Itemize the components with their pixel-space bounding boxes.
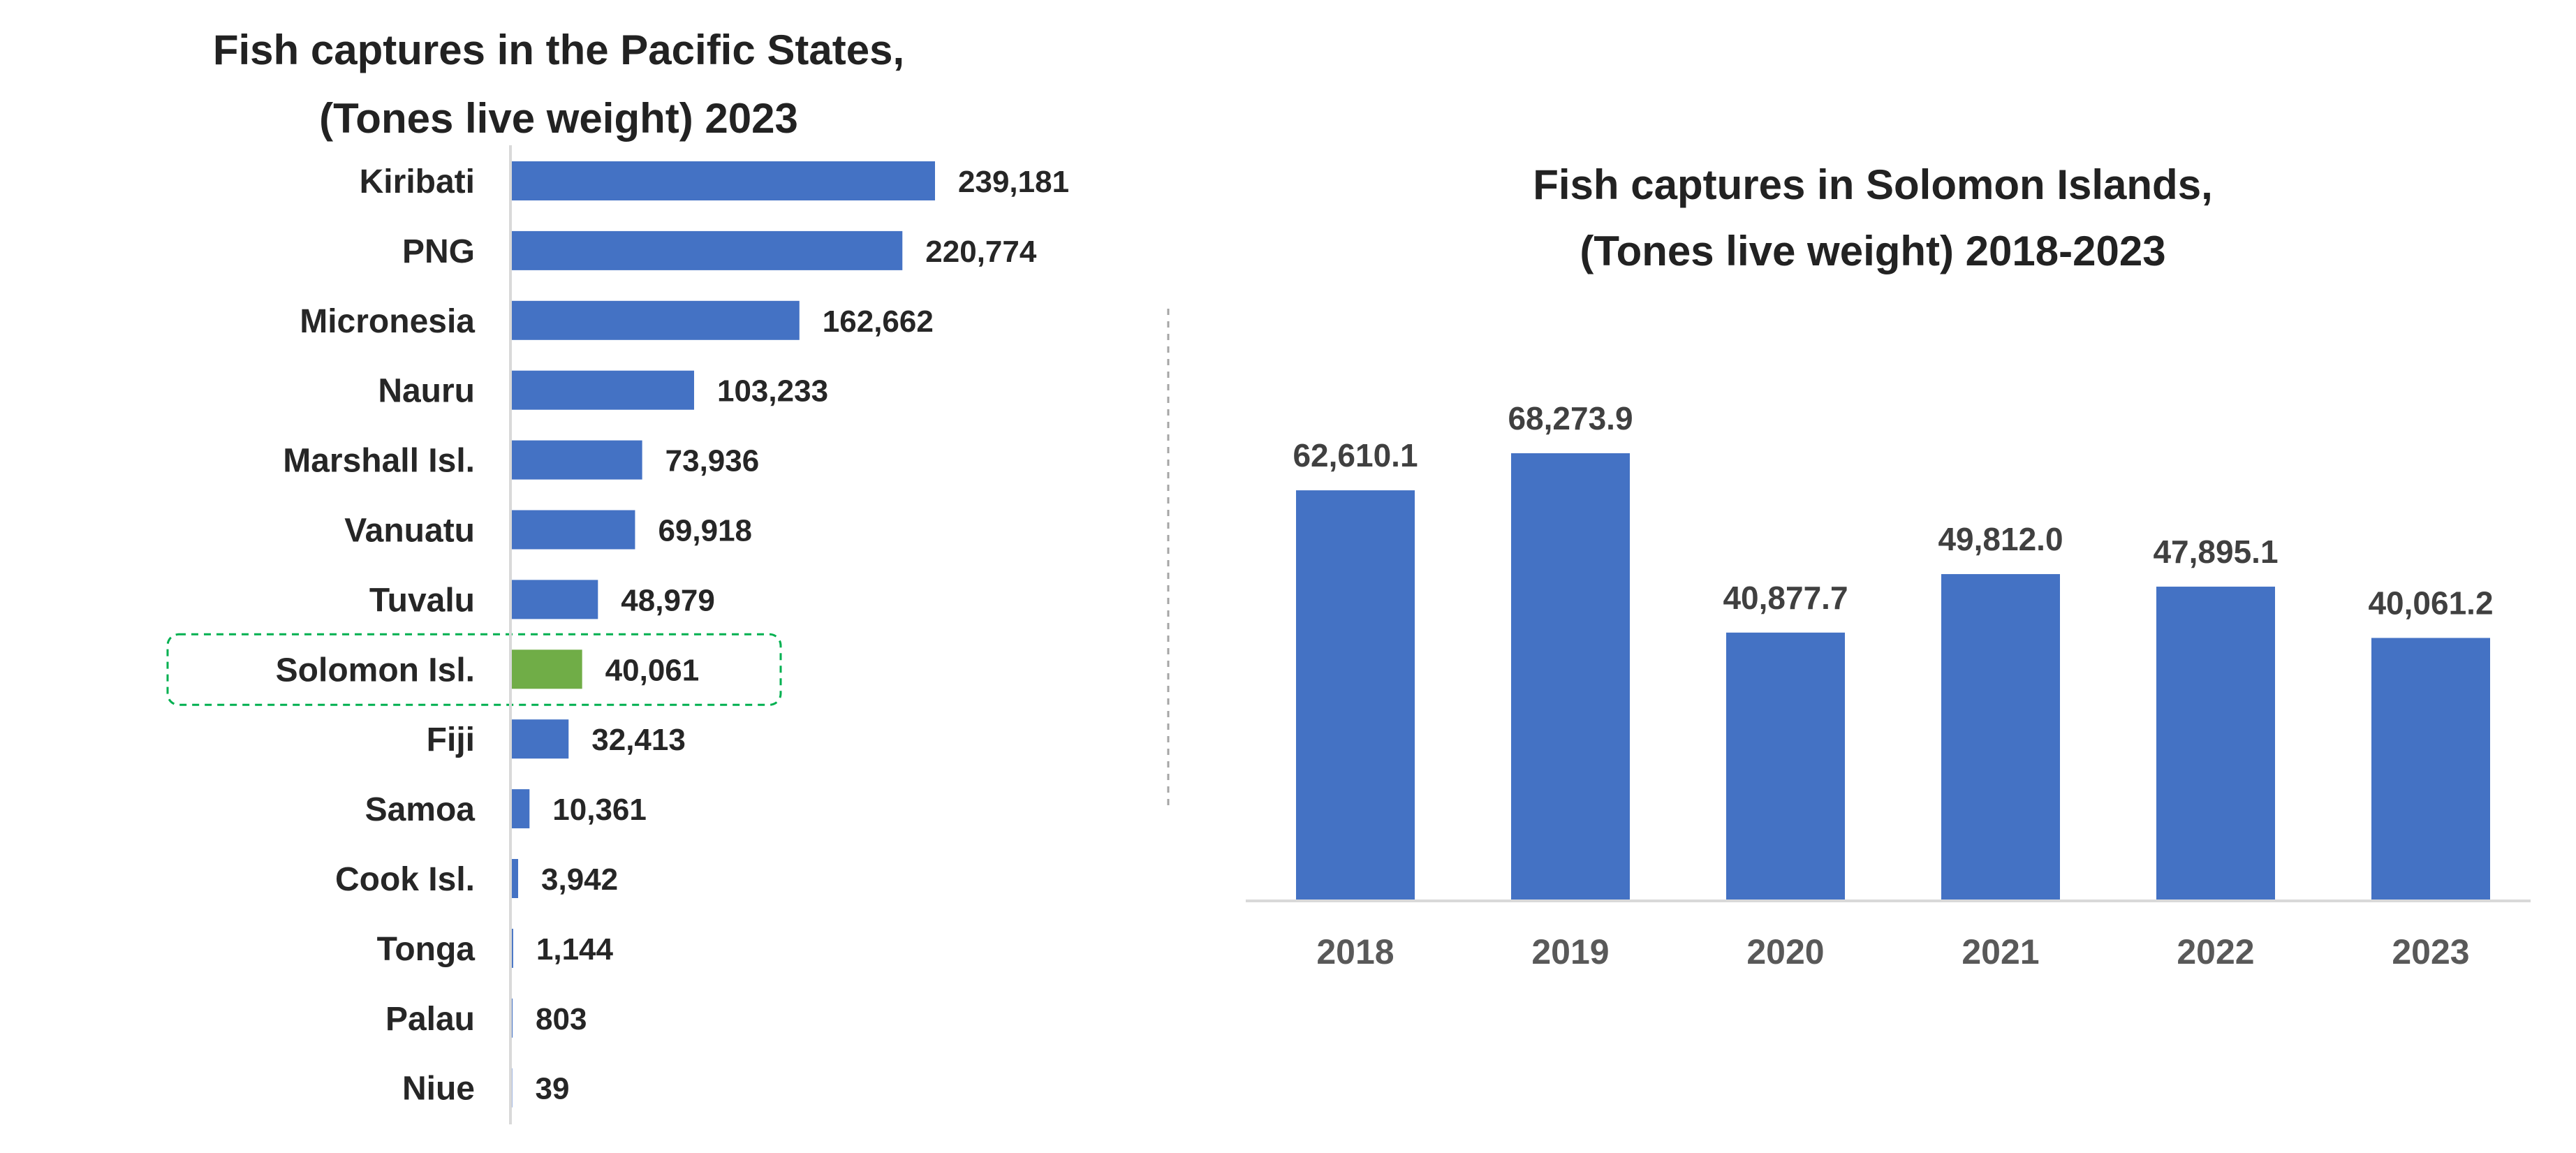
data-label: 162,662 bbox=[823, 304, 934, 339]
left-chart-title: Fish captures in the Pacific States, bbox=[213, 27, 904, 73]
bar bbox=[1726, 632, 1845, 900]
category-label: Marshall Isl. bbox=[283, 443, 475, 480]
bar bbox=[2156, 587, 2275, 900]
year-tick-label: 2021 bbox=[1962, 932, 2039, 971]
data-label: 49,812.0 bbox=[1938, 521, 2063, 557]
bar bbox=[1511, 453, 1630, 900]
category-label: Niue bbox=[402, 1071, 475, 1108]
data-label: 220,774 bbox=[925, 235, 1037, 269]
right-chart-title: Fish captures in Solomon Islands, bbox=[1533, 161, 2213, 208]
data-label: 10,361 bbox=[552, 793, 647, 827]
highlight-box bbox=[166, 633, 782, 706]
bar bbox=[511, 649, 582, 689]
category-label: Tonga bbox=[377, 931, 476, 968]
bar bbox=[511, 161, 935, 200]
category-label: Kiribati bbox=[360, 163, 475, 200]
bar bbox=[511, 440, 642, 480]
data-label: 73,936 bbox=[665, 444, 760, 478]
category-label: Solomon Isl. bbox=[276, 652, 475, 689]
data-label: 48,979 bbox=[621, 583, 715, 617]
category-label: Fiji bbox=[427, 721, 475, 758]
data-label: 239,181 bbox=[958, 165, 1069, 199]
data-label: 40,061 bbox=[605, 653, 700, 687]
data-label: 40,061.2 bbox=[2368, 585, 2493, 621]
category-label: Nauru bbox=[378, 373, 475, 410]
left-chart-subtitle: (Tones live weight) 2023 bbox=[319, 95, 798, 142]
data-label: 47,895.1 bbox=[2153, 534, 2278, 570]
category-label: Tuvalu bbox=[369, 582, 475, 619]
data-label: 3,942 bbox=[541, 862, 618, 897]
bar bbox=[511, 789, 530, 829]
data-label: 39 bbox=[536, 1072, 570, 1106]
data-label: 1,144 bbox=[536, 932, 614, 967]
category-label: Palau bbox=[385, 1001, 475, 1038]
bar bbox=[511, 230, 903, 270]
data-label: 103,233 bbox=[717, 374, 828, 409]
bar bbox=[511, 370, 694, 410]
data-label: 40,877.7 bbox=[1723, 580, 1848, 616]
year-tick-label: 2022 bbox=[2177, 932, 2254, 971]
year-tick-label: 2018 bbox=[1316, 932, 1394, 971]
bar bbox=[2371, 638, 2490, 900]
category-label: Micronesia bbox=[300, 303, 475, 340]
bar bbox=[511, 510, 635, 550]
data-label: 803 bbox=[536, 1002, 587, 1036]
bar bbox=[1296, 490, 1415, 900]
category-label: Vanuatu bbox=[344, 513, 475, 550]
data-label: 68,273.9 bbox=[1508, 400, 1633, 436]
year-tick-label: 2019 bbox=[1531, 932, 1609, 971]
category-label: PNG bbox=[402, 233, 475, 270]
year-tick-label: 2023 bbox=[2392, 932, 2469, 971]
bar bbox=[511, 300, 800, 340]
category-label: Cook Isl. bbox=[335, 861, 475, 898]
data-label: 69,918 bbox=[658, 514, 752, 548]
bar bbox=[511, 719, 569, 759]
data-label: 32,413 bbox=[591, 723, 686, 757]
bar bbox=[1941, 574, 2060, 900]
bar bbox=[511, 928, 513, 968]
data-label: 62,610.1 bbox=[1293, 437, 1418, 473]
right-chart-subtitle: (Tones live weight) 2018-2023 bbox=[1580, 228, 2165, 274]
bar bbox=[511, 998, 513, 1038]
bar bbox=[511, 859, 519, 898]
bar bbox=[511, 580, 598, 619]
category-label: Samoa bbox=[365, 791, 476, 828]
year-tick-label: 2020 bbox=[1746, 932, 1824, 971]
